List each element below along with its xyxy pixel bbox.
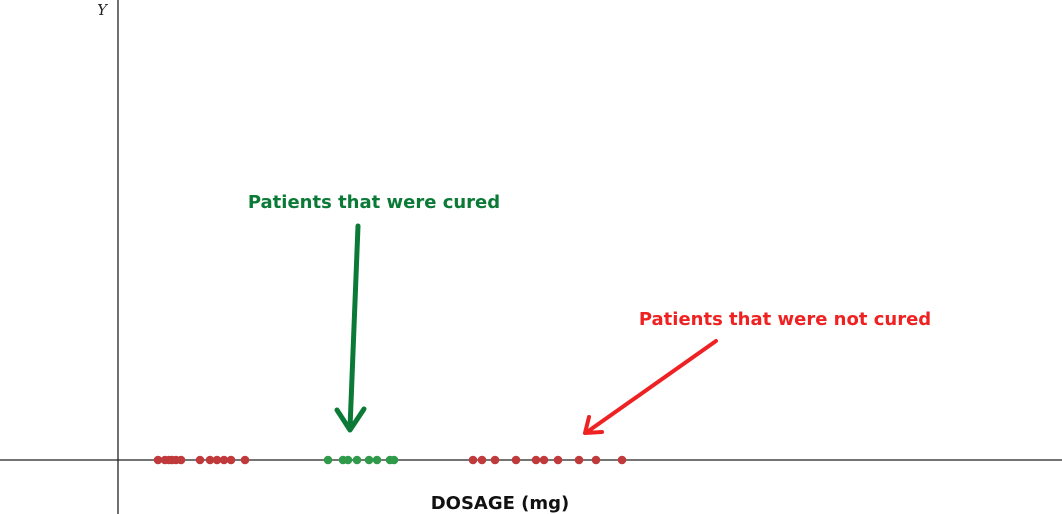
data-point-cured bbox=[372, 455, 382, 465]
data-point-not-cured-low bbox=[153, 455, 163, 465]
data-point-not-cured-low bbox=[212, 455, 222, 465]
annotation-not-cured-label: Patients that were not cured bbox=[639, 309, 931, 330]
data-point-not-cured-high bbox=[591, 455, 601, 465]
data-point-not-cured-low bbox=[219, 455, 229, 465]
annotation-not-cured: Patients that were not cured bbox=[583, 309, 931, 435]
data-point-not-cured-high bbox=[574, 455, 584, 465]
annotation-cured-arrow bbox=[334, 223, 367, 433]
data-point-cured bbox=[323, 455, 333, 465]
data-point-cured bbox=[389, 455, 399, 465]
data-point-not-cured-high bbox=[539, 455, 549, 465]
data-point-not-cured-low bbox=[195, 455, 205, 465]
data-point-not-cured-high bbox=[531, 455, 541, 465]
data-point-cured bbox=[352, 455, 362, 465]
data-points bbox=[153, 455, 627, 465]
data-point-not-cured-high bbox=[490, 455, 500, 465]
data-point-not-cured-low bbox=[240, 455, 250, 465]
data-point-cured bbox=[343, 455, 353, 465]
data-point-not-cured-high bbox=[553, 455, 563, 465]
data-point-cured bbox=[364, 455, 374, 465]
data-point-not-cured-high bbox=[511, 455, 521, 465]
data-point-not-cured-low bbox=[176, 455, 186, 465]
annotation-not-cured-arrow bbox=[583, 339, 718, 435]
data-point-not-cured-high bbox=[468, 455, 478, 465]
data-point-not-cured-high bbox=[617, 455, 627, 465]
annotation-cured: Patients that were cured bbox=[248, 192, 500, 433]
y-axis-label: Y bbox=[97, 1, 109, 19]
data-point-not-cured-high bbox=[477, 455, 487, 465]
data-point-not-cured-low bbox=[205, 455, 215, 465]
annotation-cured-label: Patients that were cured bbox=[248, 192, 500, 213]
x-axis-label: DOSAGE (mg) bbox=[431, 493, 570, 514]
data-point-not-cured-low bbox=[226, 455, 236, 465]
